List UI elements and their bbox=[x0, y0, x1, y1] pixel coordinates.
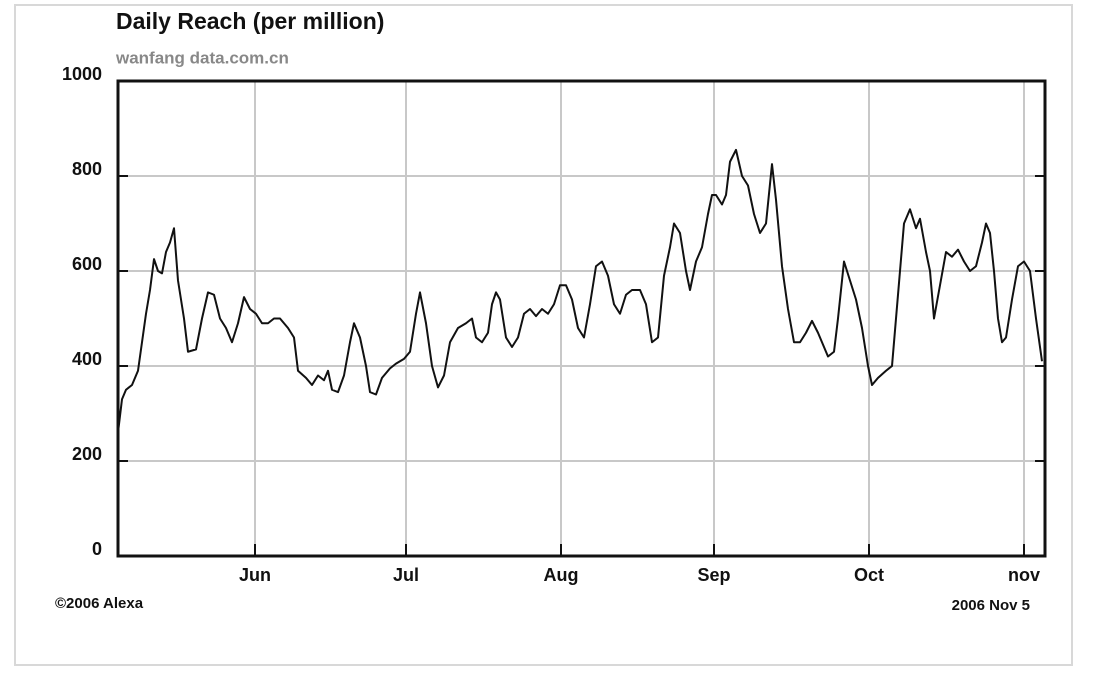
x-tick-label: Oct bbox=[854, 565, 884, 585]
x-tick-label: Jul bbox=[393, 565, 419, 585]
y-tick-label: 400 bbox=[72, 349, 102, 369]
data-line bbox=[117, 148, 1043, 433]
x-tick-label: Jun bbox=[239, 565, 271, 585]
y-tick-label: 800 bbox=[72, 159, 102, 179]
footer-right: 2006 Nov 5 bbox=[952, 597, 1030, 614]
y-tick-label: 600 bbox=[72, 254, 102, 274]
chart-subtitle: wanfang data.com.cn bbox=[115, 48, 289, 67]
footer-left: ©2006 Alexa bbox=[55, 595, 144, 612]
x-tick-label: Sep bbox=[697, 565, 730, 585]
plot-frame bbox=[116, 79, 1047, 558]
y-tick-label: 1000 bbox=[62, 64, 102, 84]
y-tick-label: 0 bbox=[92, 539, 102, 559]
panel-border bbox=[14, 4, 1073, 666]
y-tick-label: 200 bbox=[72, 444, 102, 464]
chart-title: Daily Reach (per million) bbox=[116, 8, 384, 34]
x-tick-label: Aug bbox=[544, 565, 579, 585]
x-tick-label: nov bbox=[1008, 565, 1040, 585]
